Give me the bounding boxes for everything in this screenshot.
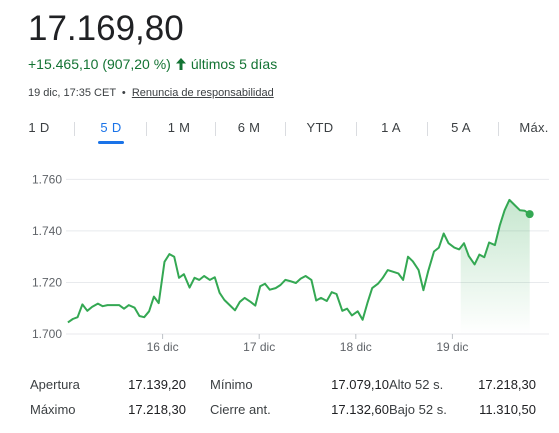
timestamp: 19 dic, 17:35 CET — [28, 87, 116, 99]
separator: • — [121, 87, 126, 99]
stat-label: Cierre ant. — [210, 402, 271, 417]
area-layer — [67, 198, 534, 334]
stat-high: Máximo 17.218,30 — [30, 401, 186, 419]
x-tick-label: 18 dic — [340, 340, 372, 354]
x-tick-label: 16 dic — [147, 340, 179, 354]
tab-6m[interactable]: 6 M — [237, 120, 261, 135]
meta-row: 19 dic, 17:35 CET • Renuncia de responsa… — [28, 87, 274, 99]
area-fill — [460, 199, 530, 334]
stat-open: Apertura 17.139,20 — [30, 376, 186, 394]
tab-divider — [146, 122, 147, 136]
stat-52w-high: Alto 52 s. 17.218,30 — [389, 376, 536, 394]
series-line — [67, 198, 531, 324]
stat-label: Apertura — [30, 377, 80, 392]
tab-divider — [215, 122, 216, 136]
tab-divider — [427, 122, 428, 136]
y-tick-label: 1.700 — [32, 327, 62, 341]
stat-value: 17.218,30 — [128, 402, 186, 417]
change-row: +15.465,10 (907,20 %) últimos 5 días — [28, 56, 277, 72]
tab-divider — [285, 122, 286, 136]
last-point-dot — [525, 210, 534, 219]
price-chart[interactable]: 1.700 1.720 1.740 1.760 16 dic 17 dic 18 dic 19… — [0, 150, 559, 365]
stat-label: Alto 52 s. — [389, 377, 444, 392]
tab-max[interactable]: Máx. — [519, 120, 549, 135]
stat-prev-close: Cierre ant. 17.132,60 — [210, 401, 389, 419]
y-tick-label: 1.720 — [32, 275, 62, 289]
arrow-up-icon — [175, 58, 186, 70]
x-tick-label: 19 dic — [436, 340, 468, 354]
stat-label: Máximo — [30, 402, 76, 417]
stat-value: 11.310,50 — [479, 402, 536, 417]
y-tick-label: 1.740 — [32, 224, 62, 238]
tab-1d[interactable]: 1 D — [28, 120, 50, 135]
label-layer: 1.700 1.720 1.740 1.760 16 dic 17 dic 18 dic 19… — [32, 172, 468, 354]
y-tick-label: 1.760 — [32, 172, 62, 186]
disclaimer-link[interactable]: Renuncia de responsabilidad — [131, 87, 274, 99]
tab-ytd[interactable]: YTD — [306, 120, 334, 135]
stat-low: Mínimo 17.079,10 — [210, 376, 389, 394]
stat-value: 17.079,10 — [331, 377, 389, 392]
stat-value: 17.218,30 — [478, 377, 536, 392]
period-label: últimos 5 días — [190, 56, 278, 72]
x-tick-label: 17 dic — [243, 340, 275, 354]
price-change: +15.465,10 (907,20 %) — [28, 56, 171, 72]
tab-5a[interactable]: 5 A — [451, 120, 471, 135]
tab-1a[interactable]: 1 A — [381, 120, 401, 135]
stat-value: 17.132,60 — [331, 402, 389, 417]
range-tabs: 1 D 5 D 1 M 6 M YTD 1 A 5 A Máx. — [14, 118, 559, 144]
tab-divider — [74, 122, 75, 136]
stat-label: Mínimo — [210, 377, 253, 392]
tab-divider — [356, 122, 357, 136]
stat-52w-low: Bajo 52 s. 11.310,50 — [389, 401, 536, 419]
tab-divider — [498, 122, 499, 136]
current-price: 17.169,80 — [28, 9, 184, 48]
tab-1m[interactable]: 1 M — [167, 120, 191, 135]
stat-label: Bajo 52 s. — [389, 402, 447, 417]
tab-5d[interactable]: 5 D — [86, 118, 136, 140]
stat-value: 17.139,20 — [128, 377, 186, 392]
